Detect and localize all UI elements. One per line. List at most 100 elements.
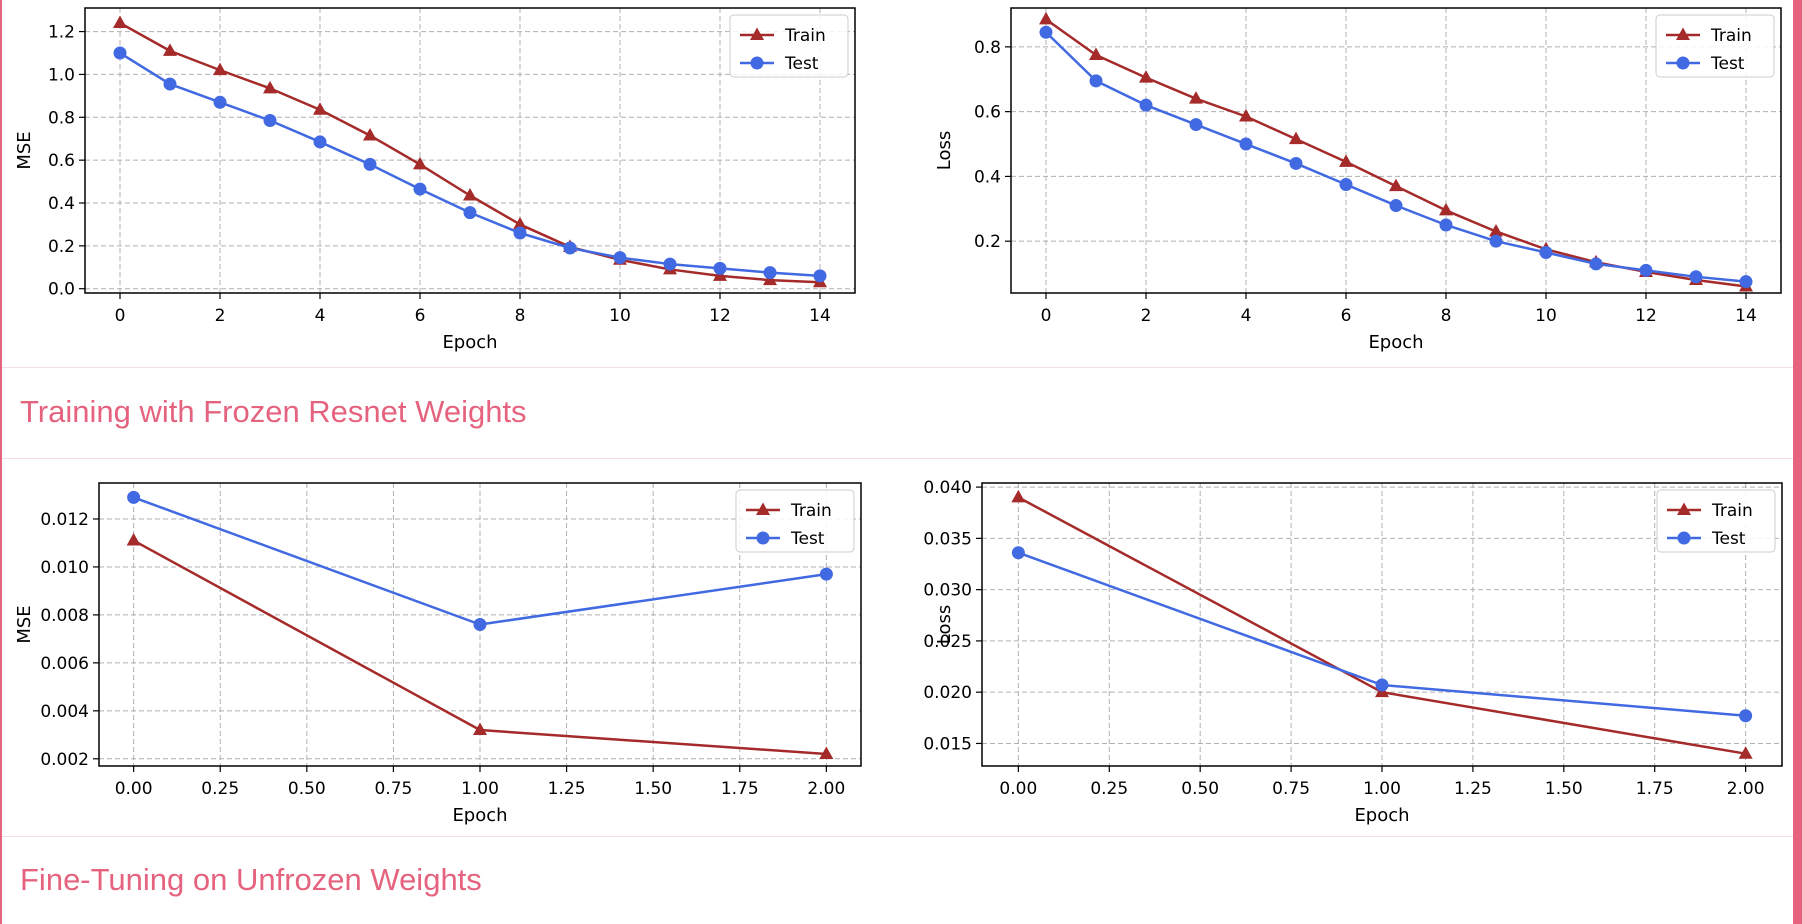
- x-axis-label: Epoch: [1368, 332, 1423, 353]
- section-divider: [2, 458, 1793, 459]
- legend: Train Test: [729, 14, 849, 78]
- data-point-train: [819, 746, 834, 760]
- y-tick-label: 0.025: [923, 632, 972, 652]
- data-point-test: [1389, 199, 1403, 213]
- data-point-train: [1389, 178, 1403, 192]
- y-tick-label: 0.008: [40, 606, 89, 626]
- axis-ticks: 0.00 0.25 0.50 0.75 1.00 1.25 1.50 1.75 2.00 0.01…: [923, 478, 1764, 799]
- y-tick-label: 0.030: [923, 581, 972, 601]
- x-tick-label: 2: [215, 306, 226, 326]
- x-tick-label: 1.00: [1363, 779, 1401, 799]
- data-point-test: [819, 567, 833, 581]
- data-point-test: [1239, 137, 1253, 151]
- data-point-test: [473, 618, 487, 631]
- data-point-test: [513, 226, 527, 240]
- series-line-train: [119, 21, 821, 284]
- data-point-test: [813, 269, 827, 283]
- data-point-train: [1089, 47, 1103, 60]
- y-tick-label: 0.012: [40, 510, 89, 530]
- data-point-test: [113, 46, 127, 60]
- y-tick-label: 0.035: [923, 529, 972, 549]
- legend: Train Test: [1655, 14, 1775, 78]
- data-point-train: [263, 80, 277, 94]
- legend-label-test: Test: [784, 54, 819, 74]
- axis-ticks: 0 2 4 6 8 10 12 14 0.2 0.4 0.6 0.8: [974, 38, 1757, 326]
- x-axis-label: Epoch: [452, 805, 507, 826]
- data-point-train: [413, 156, 427, 170]
- page-border-left: [0, 0, 2, 924]
- y-tick-label: 1.0: [48, 65, 75, 85]
- y-tick-label: 0.004: [40, 702, 89, 722]
- legend-marker-test: [750, 56, 764, 70]
- legend-marker-train: [1677, 502, 1691, 515]
- x-tick-label: 12: [1635, 306, 1657, 326]
- data-point-train: [363, 128, 377, 141]
- data-point-test: [763, 266, 777, 280]
- x-tick-label: 4: [1241, 306, 1252, 326]
- y-tick-label: 0.002: [40, 750, 89, 770]
- y-tick-label: 0.4: [974, 167, 1001, 187]
- data-point-train: [463, 188, 477, 201]
- x-tick-label: 1.25: [548, 779, 586, 799]
- y-tick-label: 0.2: [974, 232, 1001, 252]
- series-test: [127, 490, 833, 631]
- y-axis-label: MSE: [14, 131, 35, 169]
- data-point-test: [1439, 218, 1453, 232]
- legend-marker-train: [750, 27, 764, 40]
- x-tick-label: 1.75: [1636, 779, 1674, 799]
- data-point-train: [1011, 489, 1026, 503]
- data-point-test: [1739, 709, 1753, 723]
- data-point-train: [1139, 70, 1153, 83]
- legend-label-test: Test: [1710, 54, 1745, 74]
- data-point-test: [263, 114, 277, 127]
- x-tick-label: 14: [809, 306, 831, 326]
- data-point-train: [1489, 223, 1503, 237]
- y-axis-label: MSE: [14, 605, 35, 643]
- section-divider: [2, 367, 1793, 368]
- data-point-test: [1339, 178, 1353, 192]
- series-line-train: [1045, 18, 1747, 288]
- x-tick-label: 1.00: [461, 779, 499, 799]
- data-point-test: [1539, 246, 1553, 260]
- legend-label-train: Train: [1710, 26, 1752, 46]
- data-point-test: [1375, 678, 1389, 692]
- data-point-train: [1189, 91, 1203, 104]
- x-tick-label: 0.50: [288, 779, 326, 799]
- y-tick-label: 0.4: [48, 194, 75, 214]
- x-tick-label: 0: [115, 306, 126, 326]
- grid-lines: [85, 8, 855, 293]
- x-tick-label: 0.00: [999, 779, 1037, 799]
- data-point-test: [363, 157, 377, 171]
- series-test: [113, 46, 827, 283]
- x-tick-label: 0.25: [1090, 779, 1128, 799]
- data-point-test: [163, 77, 177, 91]
- chart-mse-full-training: 0 2 4 6 8 10 12 14 0.0 0.2 0.4 0.6 0.8 1.0 1.2 Epoch MSE…: [14, 7, 856, 353]
- y-tick-label: 0.0: [48, 280, 75, 300]
- x-tick-label: 12: [709, 306, 731, 326]
- legend-label-test: Test: [790, 529, 825, 549]
- series-line-test: [1045, 31, 1747, 283]
- data-point-test: [127, 490, 141, 504]
- x-tick-label: 0.75: [1272, 779, 1310, 799]
- data-point-test: [663, 257, 677, 271]
- section-title-frozen: Training with Frozen Resnet Weights: [20, 394, 527, 429]
- data-point-test: [1489, 234, 1503, 248]
- x-tick-label: 1.75: [721, 779, 759, 799]
- data-point-test: [1139, 98, 1153, 112]
- y-tick-label: 1.2: [48, 23, 75, 43]
- x-tick-label: 0.50: [1181, 779, 1219, 799]
- series-train: [126, 533, 834, 760]
- grid-lines: [1011, 8, 1781, 293]
- axis-ticks: 0 2 4 6 8 10 12 14 0.0 0.2 0.4 0.6 0.8 1.0 1.2: [48, 23, 831, 326]
- y-tick-label: 0.006: [40, 654, 89, 674]
- data-point-test: [1639, 263, 1653, 277]
- y-tick-label: 0.8: [974, 38, 1001, 58]
- x-axis-label: Epoch: [1354, 805, 1409, 826]
- x-tick-label: 10: [1535, 306, 1557, 326]
- data-point-train: [1738, 746, 1753, 759]
- x-tick-label: 14: [1735, 306, 1757, 326]
- data-point-train: [113, 15, 127, 28]
- data-point-test: [1189, 118, 1203, 132]
- series-test: [1011, 546, 1753, 723]
- data-point-test: [213, 95, 227, 109]
